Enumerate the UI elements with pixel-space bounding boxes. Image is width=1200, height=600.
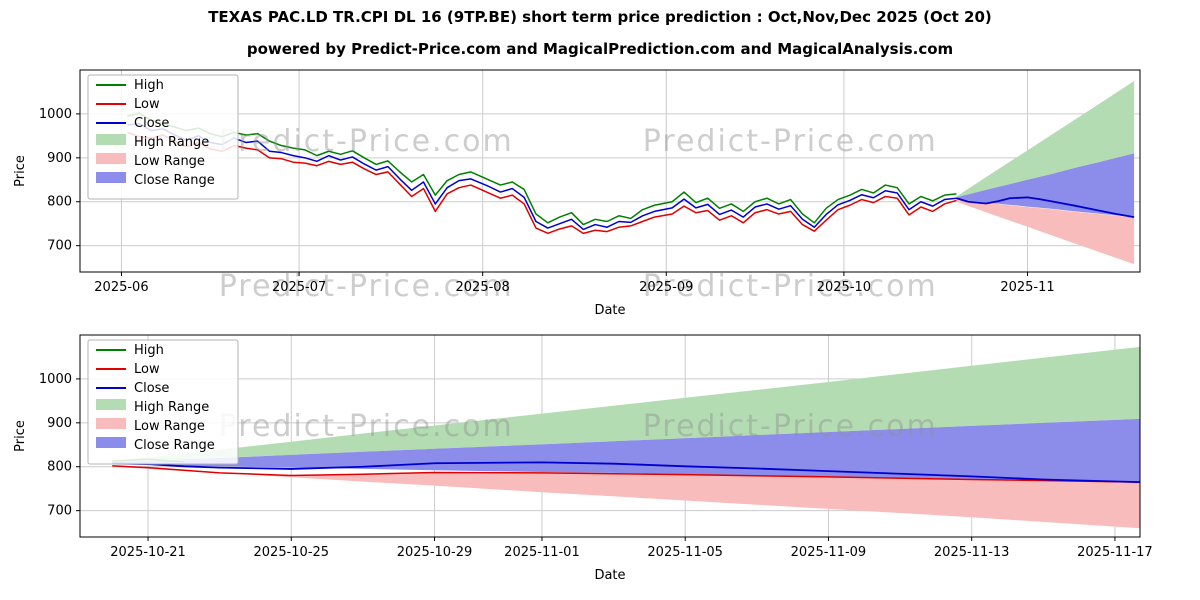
watermark: Predict-Price.com bbox=[643, 124, 938, 159]
close-forecast-line bbox=[956, 196, 1135, 218]
x-tick-label: 2025-11 bbox=[1000, 280, 1054, 295]
high-range-band bbox=[956, 80, 1135, 198]
legend-label: Close Range bbox=[134, 173, 215, 188]
close-line bbox=[112, 461, 1140, 484]
legend-swatch-low_range bbox=[96, 153, 126, 164]
x-tick-label: 2025-11-17 bbox=[1077, 545, 1153, 560]
legend-swatch-high_range bbox=[96, 134, 126, 145]
watermark: Predict-Price.com bbox=[643, 269, 938, 304]
legend-label: Close bbox=[134, 116, 169, 131]
x-tick-label: 2025-11-09 bbox=[791, 545, 867, 560]
plot-border bbox=[79, 69, 1141, 273]
y-tick-label: 800 bbox=[47, 460, 72, 475]
legend-swatch-close_range bbox=[96, 437, 126, 448]
axis-ticks: 2025-06 2025-07 2025-08 2025-09 2025-10 2025-… bbox=[39, 107, 1055, 295]
y-tick-label: 700 bbox=[47, 504, 72, 519]
legend: High Low Close High Range Low Range Close Ran… bbox=[87, 74, 239, 200]
close-line bbox=[127, 122, 957, 231]
x-tick-label: 2025-11-01 bbox=[504, 545, 580, 560]
y-tick-label: 1000 bbox=[39, 107, 72, 122]
gridlines bbox=[80, 70, 1140, 272]
low-range-band bbox=[956, 199, 1135, 265]
low-line bbox=[127, 131, 957, 235]
legend-label: High bbox=[134, 343, 164, 358]
x-tick-label: 2025-08 bbox=[456, 280, 510, 295]
legend-label: High Range bbox=[134, 400, 209, 415]
legend-swatch-high_range bbox=[96, 399, 126, 410]
x-tick-label: 2025-11-13 bbox=[934, 545, 1010, 560]
y-tick-label: 800 bbox=[47, 195, 72, 210]
legend-label: High bbox=[134, 78, 164, 93]
legend-label: Low bbox=[134, 97, 160, 112]
page-subtitle: powered by Predict-Price.com and Magical… bbox=[246, 40, 954, 58]
x-axis-label: Date bbox=[594, 303, 625, 318]
legend-label: High Range bbox=[134, 135, 209, 150]
forecast-detail-chart: Predict-Price.com Predict-Price.com2025-1… bbox=[13, 334, 1153, 583]
legend-label: Low bbox=[134, 362, 160, 377]
y-tick-label: 900 bbox=[47, 416, 72, 431]
y-tick-label: 1000 bbox=[39, 372, 72, 387]
legend-label: Close Range bbox=[134, 438, 215, 453]
x-tick-label: 2025-07 bbox=[272, 280, 326, 295]
x-tick-label: 2025-06 bbox=[94, 280, 148, 295]
plot-border bbox=[79, 334, 1141, 538]
x-tick-label: 2025-10-21 bbox=[110, 545, 186, 560]
y-tick-label: 700 bbox=[47, 239, 72, 254]
price-history-chart: Predict-Price.com Predict-Price.com Predic… bbox=[13, 69, 1141, 318]
legend-swatch-close_range bbox=[96, 172, 126, 183]
legend: High Low Close High Range Low Range Close Ran… bbox=[87, 339, 239, 465]
axis-ticks: 2025-10-21 2025-10-25 2025-10-29 2025-11-01… bbox=[39, 372, 1153, 560]
y-axis-label: Price bbox=[13, 155, 28, 187]
low-range-band bbox=[112, 465, 1140, 529]
x-axis-label: Date bbox=[594, 568, 625, 583]
x-tick-label: 2025-11-05 bbox=[647, 545, 723, 560]
page-title: TEXAS PAC.LD TR.CPI DL 16 (9TP.BE) short… bbox=[208, 8, 992, 26]
watermark: Predict-Price.com bbox=[219, 269, 514, 304]
x-tick-label: 2025-09 bbox=[639, 280, 693, 295]
watermark: Predict-Price.com bbox=[643, 409, 938, 444]
y-tick-label: 900 bbox=[47, 151, 72, 166]
legend-label: Close bbox=[134, 381, 169, 396]
legend-label: Low Range bbox=[134, 419, 205, 434]
legend-swatch-low_range bbox=[96, 418, 126, 429]
low-line bbox=[112, 465, 1140, 483]
x-tick-label: 2025-10 bbox=[817, 280, 871, 295]
high-range-band bbox=[112, 346, 1140, 463]
high-line bbox=[127, 112, 957, 226]
watermark: Predict-Price.com bbox=[219, 409, 514, 444]
watermark: Predict-Price.com bbox=[219, 124, 514, 159]
x-tick-label: 2025-10-29 bbox=[397, 545, 473, 560]
legend-label: Low Range bbox=[134, 154, 205, 169]
x-tick-label: 2025-10-25 bbox=[254, 545, 330, 560]
y-axis-label: Price bbox=[13, 420, 28, 452]
